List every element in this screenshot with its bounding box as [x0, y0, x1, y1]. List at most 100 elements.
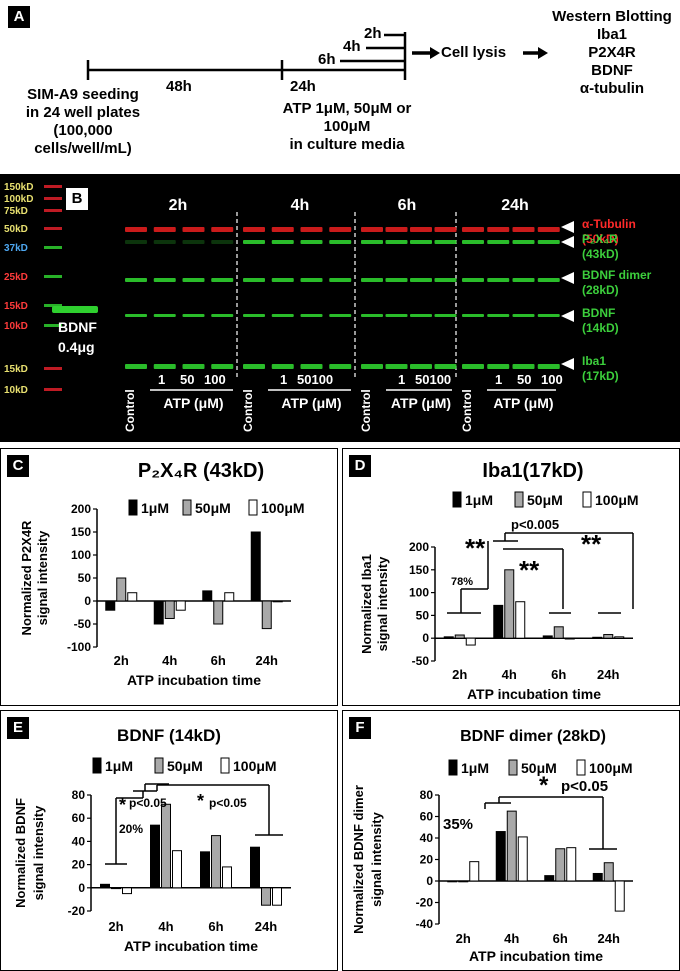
blot-band [462, 278, 484, 282]
blot-band [243, 364, 265, 369]
blot-band [462, 240, 484, 244]
blot-band [243, 314, 265, 317]
panel-b-blot: 150kD 100kD 75kD 50kD 37kD 25kD 15kD 10kD 15kD 10… [0, 174, 680, 442]
significance-star: * [539, 772, 549, 799]
legend-swatch [220, 757, 230, 774]
blot-band [271, 240, 294, 244]
ladder-label: 37kD [4, 243, 28, 254]
ladder-label: 10kD [4, 321, 28, 332]
p-value-label: p<0.05 [129, 796, 167, 810]
bar [614, 880, 625, 912]
blot-band [385, 314, 408, 317]
chart-iba1: Iba1(17kD) 1μM 50μM 100μM -50 0 50 100 150 200 2h 4… [359, 460, 639, 702]
legend-label: 50μM [167, 758, 203, 774]
dose-label-compact: 50100 [415, 372, 451, 387]
significance-stars: ** [581, 529, 602, 559]
dose-label: 50 [180, 372, 194, 387]
label-24h: 24h [290, 78, 316, 95]
bar [603, 634, 614, 639]
blot-band [537, 240, 560, 244]
blot-band [361, 314, 383, 317]
x-tick-label: 4h [162, 653, 177, 668]
dose-label: 1 [280, 372, 287, 387]
legend-label: 100μM [233, 758, 277, 774]
blot-band [300, 364, 323, 369]
bar [614, 636, 625, 639]
blot-band [462, 314, 484, 317]
legend-swatch [508, 759, 518, 776]
band-arrow [561, 221, 574, 233]
x-axis-label: ATP incubation time [127, 672, 261, 688]
y-axis-label: Normalized Iba1 [359, 554, 374, 654]
bar [202, 590, 213, 602]
x-tick-label: 24h [598, 931, 620, 946]
y-axis-label: signal intensity [375, 556, 390, 651]
y-tick-label: -20 [416, 896, 434, 910]
bar [261, 600, 272, 630]
x-tick-label: 2h [114, 653, 129, 668]
blot-band [329, 364, 352, 369]
y-tick-label: -20 [68, 904, 86, 918]
blot-band [410, 240, 432, 244]
ladder-band [44, 304, 62, 307]
x-tick-label: 4h [504, 931, 519, 946]
bar [458, 880, 469, 883]
bar [506, 810, 517, 882]
y-tick-label: 40 [420, 831, 434, 845]
bar [517, 836, 528, 882]
x-tick-label: 6h [211, 653, 226, 668]
x-tick-label: 2h [456, 931, 471, 946]
y-tick-label: 0 [84, 594, 91, 608]
blot-band [487, 314, 510, 317]
legend-swatch [582, 491, 592, 508]
blot-band [410, 364, 432, 369]
y-tick-label: 60 [72, 811, 86, 825]
band-label-size: (14kD) [582, 321, 619, 335]
y-tick-label: 40 [72, 834, 86, 848]
blot-band [537, 227, 560, 232]
bdnf-standard-band [52, 306, 98, 313]
bar [211, 835, 221, 889]
dose-label: 100 [541, 372, 563, 387]
bar [542, 635, 553, 639]
y-tick-label: -50 [412, 654, 430, 668]
ladder-label: 15kD [4, 301, 28, 312]
blot-band [300, 278, 323, 282]
panel-label-b: B [66, 188, 88, 210]
dose-label: 1 [158, 372, 165, 387]
bar [105, 600, 116, 611]
atp-label: ATP (μM) [493, 395, 553, 411]
western-blotting-text: Western Blotting Iba1 P2X4R BDNF α-tubul… [552, 8, 672, 97]
blot-band [410, 278, 432, 282]
bar [172, 850, 182, 889]
treatment-text: ATP 1μM, 50μM or 100μM in culture media [282, 100, 412, 153]
y-tick-label: 60 [420, 810, 434, 824]
ladder-band [44, 275, 62, 278]
ladder-band [44, 227, 62, 230]
blot-band [434, 364, 457, 369]
ladder-label: 25kD [4, 272, 28, 283]
y-tick-label: -50 [74, 617, 92, 631]
bar [566, 847, 577, 882]
blot-band [385, 240, 408, 244]
y-axis-label: Normalized P2X4R [19, 520, 34, 635]
y-tick-label: 200 [71, 502, 91, 516]
blot-band [434, 278, 457, 282]
blot-time-label: 2h [169, 197, 188, 214]
ladder-band [44, 367, 62, 370]
bar [200, 851, 210, 889]
y-tick-label: 150 [71, 525, 91, 539]
blot-band [385, 278, 408, 282]
band-label-size: (17kD) [582, 369, 619, 383]
significance-stars: ** [465, 533, 486, 563]
bar [161, 803, 171, 889]
bar [465, 637, 476, 646]
panel-label-f: F [349, 717, 371, 739]
bar [469, 861, 480, 882]
panel-a: A 2h 4h 6h 48h 24h SIM-A9 seeding in 24 … [0, 0, 680, 172]
blot-band [434, 227, 457, 232]
panel-d: D Iba1(17kD) 1μM 50μM 100μM -50 0 50 100 150 200 2… [342, 448, 680, 706]
bdnf-standard-amount: 0.4μg [58, 339, 95, 355]
legend-label: 1μM [141, 500, 169, 516]
blot-band [462, 364, 484, 369]
